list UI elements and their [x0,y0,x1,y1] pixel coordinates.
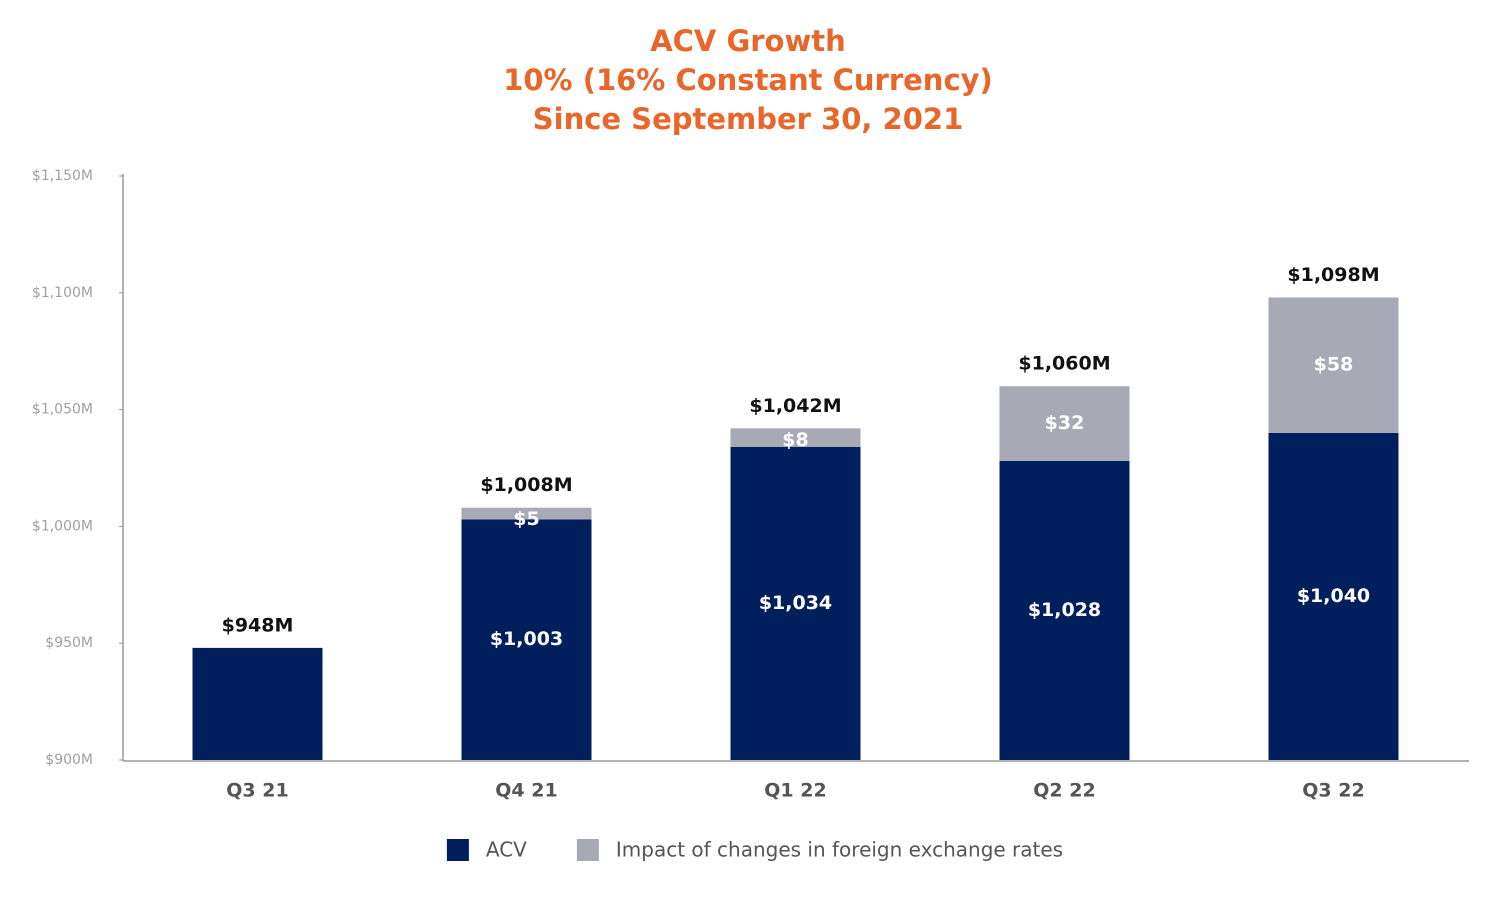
value-label: $32 [1045,412,1085,434]
bar-segment [1268,432,1399,760]
legend-swatch [446,839,469,861]
y-tick-label: $1,150M [32,168,93,184]
bar-segment [999,460,1130,760]
x-tick-label: Q2 22 [1033,780,1095,802]
legend-swatch [576,839,599,861]
y-tick-label: $900M [45,752,93,768]
x-tick-label: Q1 22 [764,780,826,802]
value-label: $5 [513,508,539,530]
bar-segment [730,446,861,760]
value-label: $1,003 [490,628,563,650]
chart-title: ACV Growth [650,24,846,58]
y-tick-label: $950M [45,635,93,651]
chart-title: 10% (16% Constant Currency) [503,63,993,97]
value-label: $58 [1314,354,1354,376]
total-label: $1,042M [749,395,841,417]
bar-segment [461,507,592,520]
value-label: $8 [782,429,808,451]
total-label: $1,008M [480,474,572,496]
total-label: $1,060M [1018,353,1110,375]
x-tick-label: Q4 21 [495,780,557,802]
value-label: $1,034 [759,592,832,614]
bar-segment [461,519,592,760]
y-tick-label: $1,100M [32,285,93,301]
bar-segment [192,647,323,760]
y-tick-label: $1,050M [32,402,93,418]
bar-segment [999,386,1130,461]
y-tick-label: $1,000M [32,518,93,534]
bar-segment [1268,297,1399,433]
bar-segment [730,428,861,447]
legend-label: ACV [486,838,527,862]
total-label: $1,098M [1287,264,1379,286]
legend-label: Impact of changes in foreign exchange ra… [616,838,1063,862]
value-label: $1,040 [1297,585,1370,607]
value-label: $1,028 [1028,599,1101,621]
chart-title: Since September 30, 2021 [533,102,964,136]
total-label: $948M [222,614,294,636]
x-tick-label: Q3 21 [226,780,288,802]
x-tick-label: Q3 22 [1302,780,1364,802]
